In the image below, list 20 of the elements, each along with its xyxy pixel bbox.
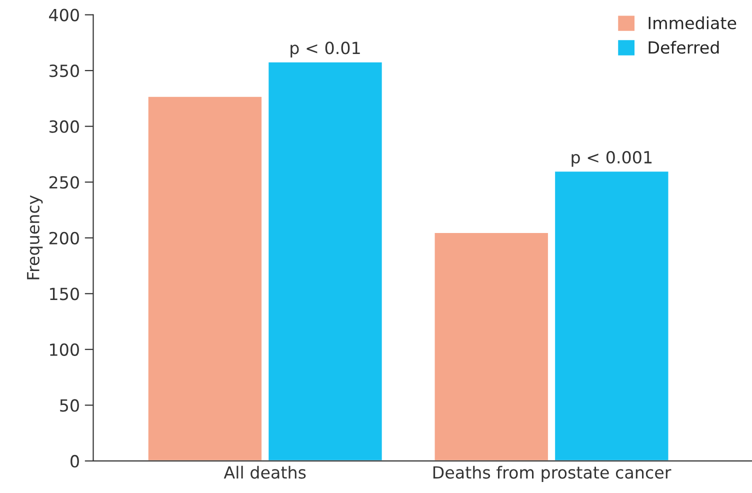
y-tick-label: 350	[50, 64, 79, 78]
legend-label: Deferred	[648, 40, 719, 54]
annotation: p < 0.01	[290, 42, 360, 58]
x-tick-label: All deaths	[224, 466, 306, 479]
bar	[267, 60, 384, 461]
y-tick-label: 200	[49, 232, 79, 244]
annotation: p < 0.001	[572, 150, 652, 167]
y-tick-label: 250	[49, 176, 79, 189]
x-tick-label: Deaths from prostate cancer	[433, 466, 672, 482]
y-tick-label: 100	[50, 343, 79, 356]
y-tick-label: 300	[50, 120, 79, 133]
legend-label: Immediate	[648, 16, 736, 30]
bar	[433, 232, 550, 461]
bar	[554, 170, 670, 461]
bar	[146, 96, 263, 461]
y-tick-label: 400	[49, 8, 79, 22]
y-tick-label: 150	[50, 288, 79, 300]
y-tick-label: 0	[70, 454, 79, 468]
y-axis-title: Frequency	[27, 195, 43, 280]
y-tick-label: 50	[60, 399, 79, 412]
